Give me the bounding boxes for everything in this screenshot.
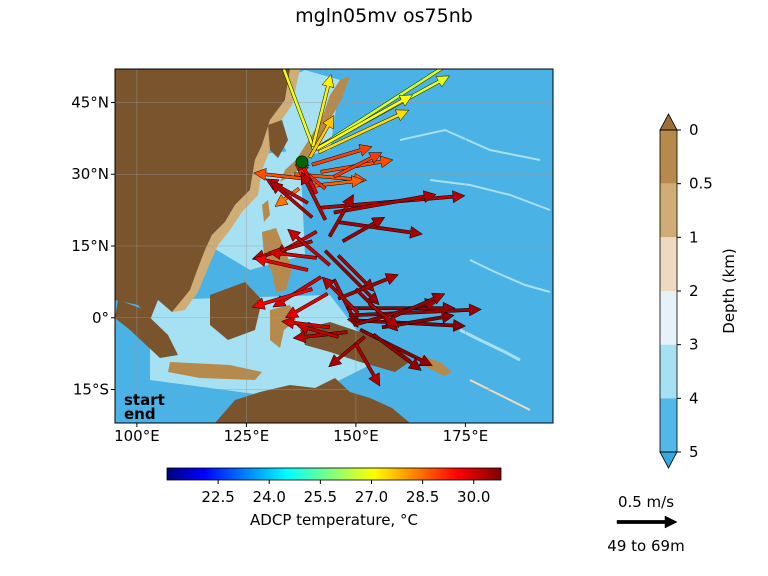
velocity-vector — [327, 193, 354, 238]
island-chain — [399, 128, 541, 161]
java-island — [168, 362, 262, 380]
velocity-vector — [321, 276, 360, 315]
temperature-tick-label: 27.0 — [355, 488, 388, 506]
velocity-vector — [367, 301, 400, 328]
temperature-tick-label: 24.0 — [253, 488, 286, 506]
velocity-vector — [287, 228, 332, 267]
track-end-label: end — [124, 405, 156, 423]
depth-tick-label: 0 — [689, 121, 699, 139]
depth-tick-label: 4 — [689, 389, 699, 407]
x-tick-label: 125°E — [224, 427, 270, 445]
velocity-vector — [315, 94, 413, 151]
velocity-vector — [317, 109, 410, 155]
temperature-colorbar-ticks: 22.5 24.0 25.5 27.0 28.5 30.0 — [201, 480, 490, 506]
taiwan-island — [262, 200, 270, 222]
australia-landmass — [215, 378, 410, 423]
velocity-vector — [337, 220, 423, 239]
island-chain — [429, 179, 551, 211]
temperature-tick-label: 28.5 — [406, 488, 439, 506]
velocity-vector — [281, 316, 331, 330]
island-chain — [459, 328, 521, 362]
depth-colorbar-segment — [660, 291, 677, 345]
velocity-vector — [354, 342, 381, 387]
depth-tick-label: 1 — [689, 228, 699, 246]
coastal-shelf — [172, 69, 300, 312]
depth-tick-label: 5 — [689, 443, 699, 461]
depth-colorbar-segment — [660, 130, 677, 184]
velocity-vector — [253, 254, 309, 272]
velocity-vector — [311, 144, 373, 167]
scale-depth-range: 49 to 69m — [607, 537, 684, 555]
depth-colorbar-segment — [660, 237, 677, 291]
y-tick-label: 30°N — [71, 165, 109, 183]
depth-colorbar — [659, 113, 678, 469]
temperature-colorbar-label: ADCP temperature, °C — [250, 511, 418, 529]
track-start-marker — [295, 155, 309, 169]
depth-tick-label: 3 — [689, 336, 699, 354]
velocity-vector — [333, 190, 437, 215]
velocity-vectors — [251, 69, 482, 387]
velocity-vector — [372, 332, 422, 371]
scale-arrow-label: 0.5 m/s — [618, 493, 674, 511]
velocity-vector — [389, 292, 446, 320]
depth-tick-label: 2 — [689, 282, 699, 300]
velocity-vector — [269, 180, 314, 219]
philippines-islands — [262, 228, 292, 292]
korea-peninsula — [268, 120, 288, 158]
scale-arrow-shape — [616, 515, 678, 529]
depth-colorbar-segment — [660, 344, 677, 399]
track-start-label: start — [124, 391, 165, 409]
island-chain — [469, 259, 551, 293]
y-tick-label: 45°N — [71, 93, 109, 111]
velocity-vector — [332, 152, 383, 179]
velocity-vector — [251, 287, 313, 310]
velocity-vector — [308, 115, 335, 159]
x-tick-label: 150°E — [333, 427, 379, 445]
velocity-vector — [341, 216, 386, 243]
depth-colorbar-bottom-extension — [659, 451, 678, 469]
map-panel — [115, 69, 553, 423]
velocity-vector — [300, 171, 328, 221]
island-chain — [469, 379, 531, 411]
temperature-colorbar — [166, 467, 502, 481]
temperature-tick-label: 22.5 — [201, 488, 234, 506]
borneo-island — [210, 282, 262, 340]
velocity-vector — [281, 69, 317, 152]
depth-colorbar-top-extension — [659, 113, 678, 131]
depth-colorbar-segment — [660, 183, 677, 238]
temperature-tick-label: 25.5 — [304, 488, 337, 506]
depth-tick-label: 0.5 — [689, 175, 713, 193]
scale-arrow — [616, 515, 678, 529]
y-tick-label: 0° — [92, 309, 109, 327]
map-axes: 100°E 125°E 150°E 175°E 45°N 30°N 15°N 0° 15°S — [71, 93, 488, 445]
velocity-vector — [311, 73, 335, 148]
depth-colorbar-segment — [660, 398, 677, 452]
velocity-vector — [337, 273, 399, 301]
velocity-vector — [267, 247, 317, 260]
y-tick-label: 15°N — [71, 237, 109, 255]
y-tick-label: 15°S — [73, 381, 109, 399]
temperature-tick-label: 30.0 — [457, 488, 490, 506]
velocity-vector — [253, 168, 309, 181]
sumatra-island — [115, 300, 178, 358]
depth-colorbar-label: Depth (km) — [720, 248, 738, 333]
x-tick-label: 100°E — [114, 427, 160, 445]
chart-title: mgln05mv os75nb — [295, 5, 473, 27]
x-tick-label: 175°E — [443, 427, 489, 445]
velocity-vector — [292, 330, 348, 344]
velocity-vector — [323, 249, 380, 306]
velocity-vector — [320, 190, 466, 210]
depth-colorbar-ticks: 0 0.5 1 2 3 4 5 — [677, 121, 713, 461]
